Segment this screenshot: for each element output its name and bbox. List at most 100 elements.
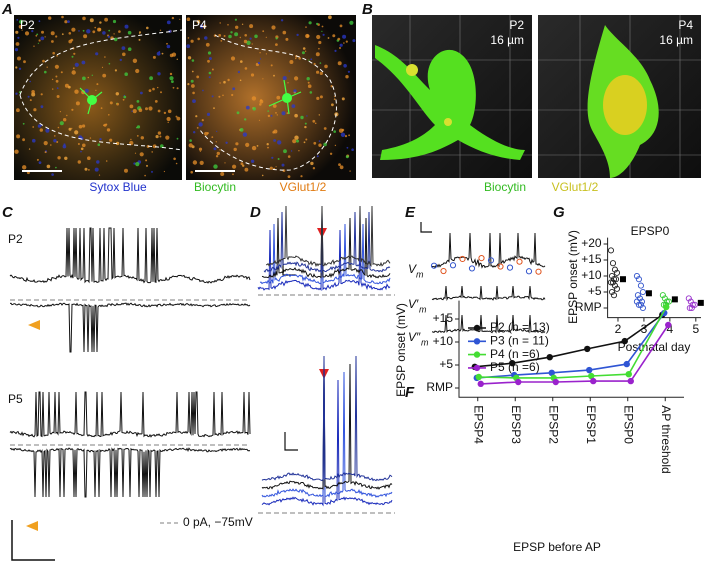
speckle — [176, 58, 178, 60]
speckle — [324, 64, 328, 69]
speckle — [262, 30, 265, 33]
speckle — [269, 166, 273, 170]
speckle — [196, 19, 201, 24]
micrograph — [14, 15, 182, 180]
y-axis-label: EPSP onset (mV) — [566, 230, 580, 324]
speckle — [254, 34, 258, 39]
speckle — [166, 20, 171, 25]
speckle — [64, 20, 68, 24]
speckle — [186, 17, 191, 22]
speckle — [318, 47, 320, 50]
speckle — [105, 160, 108, 162]
data-point — [588, 372, 595, 380]
speckle — [14, 48, 19, 52]
speckle — [298, 150, 300, 152]
y-tick-label: +15 — [433, 311, 454, 325]
speckle — [316, 22, 319, 25]
speckle — [55, 75, 58, 78]
speckle — [98, 27, 102, 32]
speckle — [265, 53, 267, 55]
speckle — [149, 76, 154, 81]
speckle — [33, 108, 37, 112]
speckle — [275, 112, 277, 114]
speckle — [296, 33, 299, 37]
y-tick-label: RMP — [575, 300, 602, 314]
trace — [261, 355, 393, 482]
speckle — [294, 76, 299, 81]
row-label: P5 — [8, 392, 23, 406]
speckle — [301, 51, 305, 55]
speckle — [72, 67, 75, 70]
speckle — [159, 29, 162, 31]
speckle — [307, 84, 312, 88]
speckle — [190, 79, 194, 83]
speckle — [343, 64, 347, 68]
speckle — [277, 158, 280, 160]
speckle — [104, 17, 108, 22]
legend-text: Sytox Blue — [89, 180, 147, 194]
speckle — [237, 70, 240, 74]
speckle — [31, 30, 34, 33]
speckle — [293, 89, 297, 93]
speckle — [191, 59, 195, 62]
outline — [199, 34, 337, 171]
image-label: P2 — [20, 18, 35, 32]
speckle — [38, 20, 41, 23]
speckle — [163, 170, 165, 173]
speckle — [192, 99, 196, 103]
speckle — [152, 55, 156, 59]
speckle — [310, 161, 314, 166]
speckle — [333, 130, 337, 133]
speckle — [115, 92, 120, 96]
speckle — [14, 149, 19, 154]
data-point — [477, 380, 484, 388]
speckle — [15, 66, 18, 69]
speckle — [60, 71, 63, 74]
data-point — [633, 298, 640, 305]
trace — [261, 371, 393, 498]
speckle — [275, 43, 278, 46]
speckle — [102, 31, 106, 35]
speckle — [46, 66, 48, 68]
speckle — [188, 143, 193, 148]
speckle — [122, 52, 126, 57]
speckle — [245, 142, 250, 147]
trace — [431, 232, 546, 269]
speckle — [81, 90, 86, 95]
speckle — [272, 131, 275, 134]
speckle — [306, 77, 310, 81]
speckle — [352, 39, 356, 43]
speckle — [46, 164, 51, 169]
speckle — [130, 138, 132, 141]
speckle — [244, 118, 247, 121]
speckle — [275, 37, 278, 40]
speckle — [95, 89, 97, 91]
speckle — [176, 116, 181, 121]
speckle — [138, 108, 143, 112]
speckle — [282, 30, 287, 35]
speckle — [44, 151, 47, 154]
speckle — [157, 86, 159, 89]
speckle — [280, 19, 284, 22]
speckle — [223, 80, 226, 84]
data-point — [609, 279, 617, 286]
speckle — [281, 163, 285, 167]
speckle — [218, 34, 222, 37]
speckle — [52, 51, 55, 55]
speckle — [15, 30, 19, 34]
speckle — [249, 37, 252, 40]
speckle — [75, 101, 80, 106]
speckle — [309, 91, 313, 94]
speckle — [286, 112, 289, 115]
speckle — [44, 70, 47, 74]
data-point — [686, 304, 693, 312]
speckle — [78, 135, 83, 140]
speckle — [235, 142, 239, 146]
speckle — [318, 140, 321, 142]
speckle — [22, 138, 25, 142]
legend-text: VGlut1/2 — [280, 180, 327, 194]
speckle — [288, 70, 290, 72]
speckle — [104, 56, 106, 58]
speckle — [51, 173, 54, 176]
speckle — [155, 135, 159, 139]
